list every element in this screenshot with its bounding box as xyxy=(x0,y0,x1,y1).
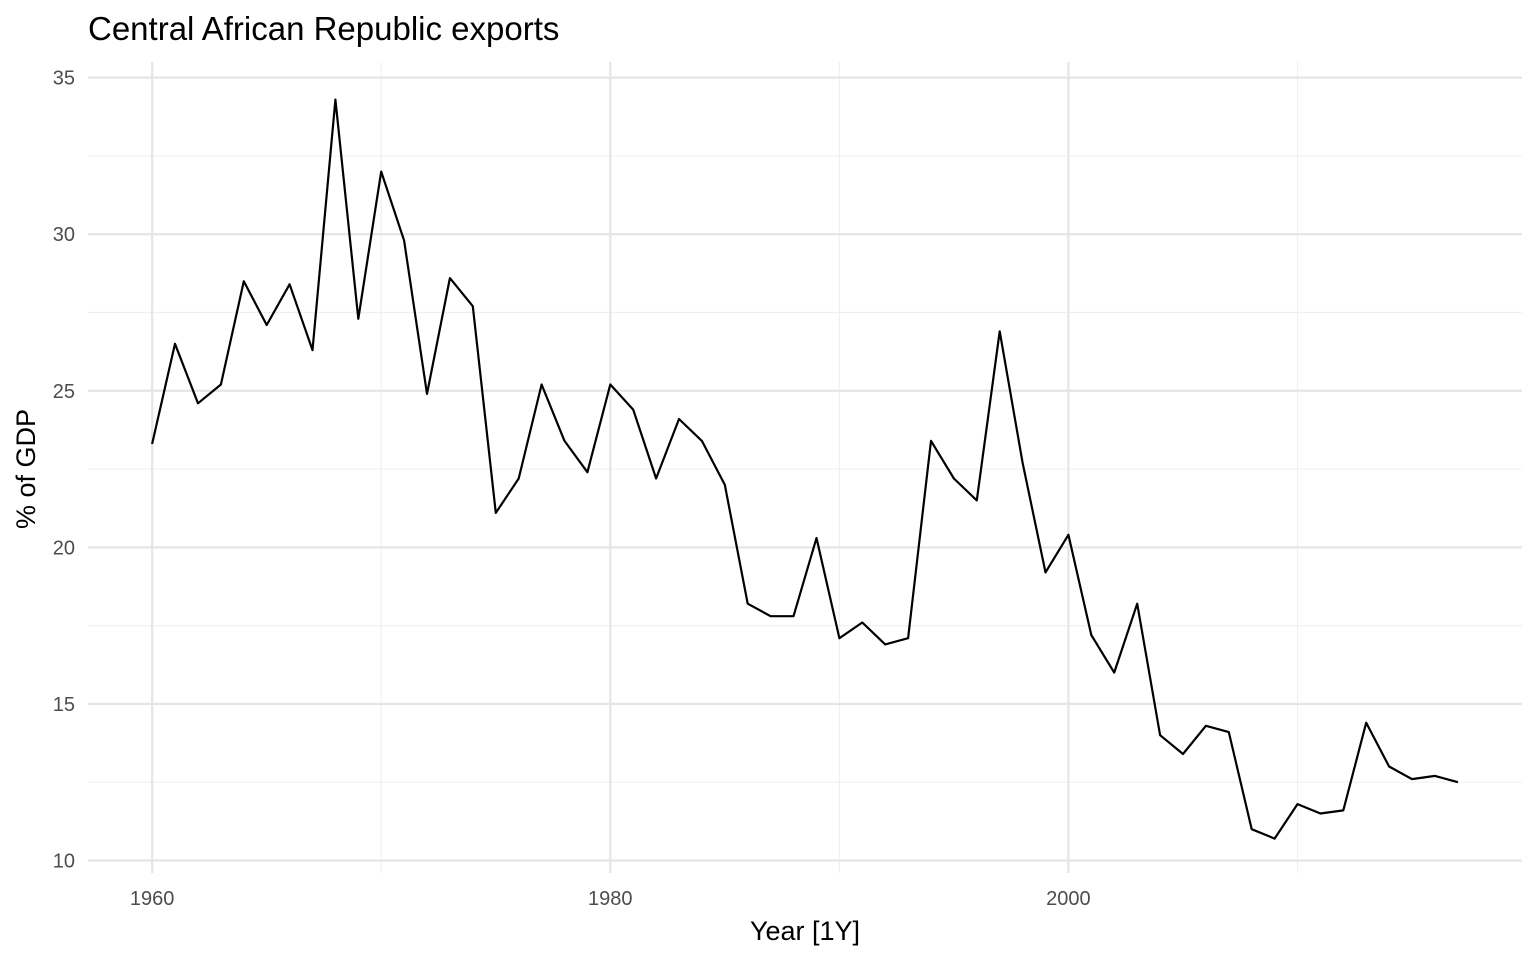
y-tick-label: 15 xyxy=(53,694,75,716)
x-tick-label: 1960 xyxy=(130,888,175,910)
x-axis-title: Year [1Y] xyxy=(750,916,860,946)
series-layer xyxy=(151,98,1459,840)
y-axis-tick-labels: 10 15 20 25 30 35 xyxy=(53,68,75,873)
major-gridlines xyxy=(88,62,1522,873)
y-tick-label: 25 xyxy=(53,381,75,403)
series-line xyxy=(151,98,1459,840)
y-tick-label: 20 xyxy=(53,537,75,559)
minor-gridlines xyxy=(88,62,1522,873)
y-tick-label: 30 xyxy=(53,224,75,246)
y-axis-title: % of GDP xyxy=(11,409,41,529)
y-tick-label: 10 xyxy=(53,850,75,872)
x-axis-tick-labels: 1960 1980 2000 xyxy=(130,888,1091,910)
x-tick-label: 1980 xyxy=(588,888,633,910)
x-tick-label: 2000 xyxy=(1046,888,1091,910)
chart-title: Central African Republic exports xyxy=(88,10,559,47)
y-tick-label: 35 xyxy=(53,68,75,90)
